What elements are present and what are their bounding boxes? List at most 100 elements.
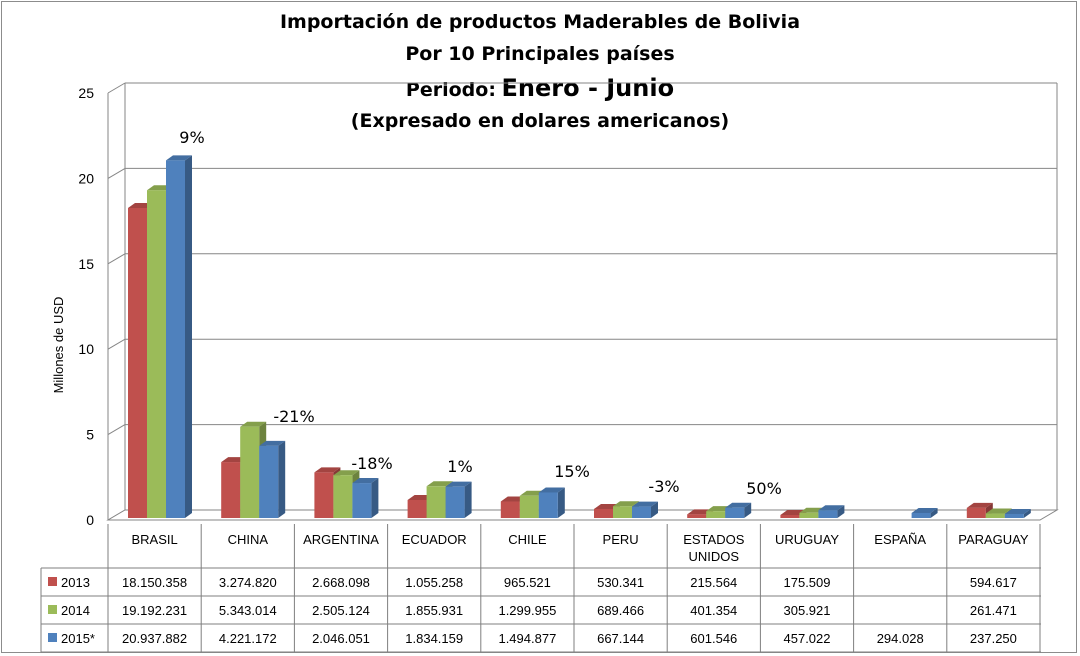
chart-title: Importación de productos Maderables de B… bbox=[279, 11, 801, 33]
growth-annotation: 9% bbox=[179, 128, 204, 147]
bar-top bbox=[966, 502, 993, 508]
growth-annotation: -18% bbox=[351, 454, 392, 473]
bar-front bbox=[613, 506, 632, 518]
bar-top bbox=[1004, 508, 1031, 514]
bar-front bbox=[780, 515, 800, 518]
category-label: PERU bbox=[603, 532, 639, 547]
growth-annotation: -21% bbox=[273, 407, 314, 426]
chart-period: Periodo: Enero - Junio bbox=[0, 74, 1080, 102]
table-cell: 5.343.014 bbox=[219, 603, 277, 618]
bar-side bbox=[837, 505, 845, 518]
legend-label: 2014 bbox=[61, 603, 90, 618]
bar-front bbox=[426, 486, 446, 518]
bar-2015-brasil bbox=[166, 155, 192, 518]
bar-front bbox=[706, 511, 726, 518]
table-cell: 2.046.051 bbox=[312, 631, 370, 646]
bar-top bbox=[911, 507, 938, 513]
category-label: CHINA bbox=[228, 532, 269, 547]
bar-front bbox=[966, 507, 986, 518]
bar-side bbox=[930, 507, 938, 518]
y-tick-label: 0 bbox=[86, 512, 94, 528]
bar-2015-ecuador bbox=[445, 481, 472, 518]
bar-front bbox=[445, 486, 465, 518]
table-cell: 1.055.258 bbox=[405, 575, 463, 590]
legend-key-2013 bbox=[48, 577, 57, 586]
growth-annotation: 1% bbox=[447, 457, 472, 476]
bar-front bbox=[519, 495, 539, 518]
gridline-side bbox=[107, 167, 126, 179]
bar-front bbox=[725, 507, 745, 518]
bar-top bbox=[632, 501, 658, 507]
bar-2015-españa bbox=[911, 507, 938, 518]
bar-top bbox=[240, 421, 267, 427]
bar-front bbox=[687, 514, 707, 518]
bar-side bbox=[557, 487, 565, 518]
bar-2015-paraguay bbox=[1004, 508, 1031, 518]
gridline-side bbox=[107, 253, 126, 265]
bar-top bbox=[613, 501, 639, 507]
table-cell: 1.855.931 bbox=[405, 603, 463, 618]
bar-front bbox=[333, 475, 353, 518]
bar-2015-argentina bbox=[352, 478, 379, 518]
bar-top bbox=[725, 502, 752, 508]
category-label: URUGUAY bbox=[775, 532, 839, 547]
table-cell: 305.921 bbox=[784, 603, 831, 618]
bar-front bbox=[314, 472, 334, 518]
y-tick-label: 5 bbox=[86, 427, 94, 443]
bar-front bbox=[632, 506, 651, 518]
bar-top bbox=[333, 470, 360, 476]
bar-top bbox=[259, 440, 286, 446]
bar-top bbox=[314, 467, 341, 473]
table-cell: 689.466 bbox=[597, 603, 644, 618]
category-label: BRASIL bbox=[131, 532, 177, 547]
bar-front bbox=[166, 160, 185, 518]
table-cell: 1.834.159 bbox=[405, 631, 463, 646]
bar-2015-peru bbox=[632, 501, 658, 518]
bar-front bbox=[407, 499, 427, 518]
bar-front bbox=[911, 512, 931, 518]
table-cell: 457.022 bbox=[784, 631, 831, 646]
bar-side bbox=[651, 501, 658, 518]
table-cell: 20.937.882 bbox=[122, 631, 187, 646]
category-label: CHILE bbox=[508, 532, 547, 547]
table-cell: 2.505.124 bbox=[312, 603, 370, 618]
bar-2015-uruguay bbox=[818, 505, 845, 518]
growth-annotation: -3% bbox=[648, 477, 679, 496]
table-cell: 237.250 bbox=[970, 631, 1017, 646]
table-cell: 530.341 bbox=[597, 575, 644, 590]
y-tick-label: 20 bbox=[78, 170, 94, 186]
bar-front bbox=[594, 508, 613, 518]
bar-top bbox=[426, 481, 453, 487]
chart-note: (Expresado en dolares americanos) bbox=[350, 110, 730, 132]
bar-2015-chile bbox=[538, 487, 565, 518]
table-cell: 215.564 bbox=[690, 575, 737, 590]
bar-top bbox=[818, 505, 845, 511]
table-cell: 18.150.358 bbox=[122, 575, 187, 590]
category-label: ESPAÑA bbox=[874, 532, 926, 547]
table-cell: 261.471 bbox=[970, 603, 1017, 618]
bar-side bbox=[744, 502, 752, 518]
bar-2015-china bbox=[259, 440, 286, 518]
bar-side bbox=[185, 155, 192, 518]
table-cell: 1.494.877 bbox=[498, 631, 556, 646]
bar-front bbox=[985, 513, 1005, 518]
bar-top bbox=[166, 155, 192, 161]
legend-label: 2015* bbox=[61, 631, 95, 646]
table-cell: 965.521 bbox=[504, 575, 551, 590]
gridline-side bbox=[107, 82, 126, 94]
bar-top bbox=[352, 478, 379, 484]
bar-side bbox=[1023, 508, 1031, 518]
bar-front bbox=[128, 207, 147, 518]
bar-front bbox=[1004, 513, 1024, 518]
table-cell: 401.354 bbox=[690, 603, 737, 618]
bar-front bbox=[818, 510, 838, 518]
bar-side bbox=[464, 481, 472, 518]
y-tick-label: 25 bbox=[78, 85, 94, 101]
bar-front bbox=[538, 492, 558, 518]
bar-side bbox=[371, 478, 379, 518]
chart-subtitle: Por 10 Principales países bbox=[405, 43, 675, 65]
gridline-side bbox=[107, 424, 126, 436]
gridline-side bbox=[107, 338, 126, 350]
bar-front bbox=[259, 445, 279, 518]
